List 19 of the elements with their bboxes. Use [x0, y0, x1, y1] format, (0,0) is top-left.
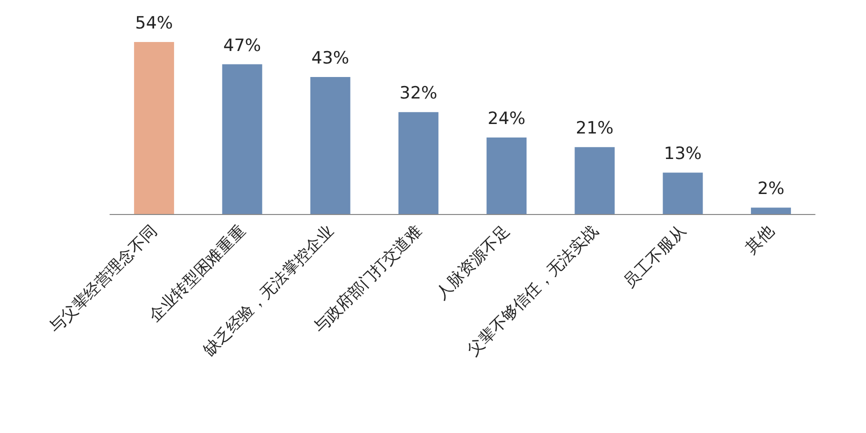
bar: [750, 208, 791, 214]
bar: [662, 172, 703, 214]
bar: [574, 147, 615, 214]
x-tick-label: 其他: [742, 221, 778, 258]
data-label: 43%: [311, 48, 350, 69]
bar: [398, 112, 438, 214]
data-label: 2%: [757, 179, 784, 200]
data-label: 24%: [488, 109, 526, 130]
bar: [134, 42, 174, 214]
x-tick-label: 人脉资源不足: [432, 221, 514, 303]
bar: [486, 138, 527, 214]
data-label: 54%: [135, 14, 173, 34]
data-label: 21%: [576, 118, 614, 139]
bar: [222, 64, 262, 214]
x-tick-label: 员工不服从: [620, 221, 690, 292]
data-label: 32%: [400, 84, 438, 104]
data-label: 13%: [664, 144, 702, 164]
bar: [310, 77, 350, 214]
data-label: 47%: [223, 36, 262, 56]
